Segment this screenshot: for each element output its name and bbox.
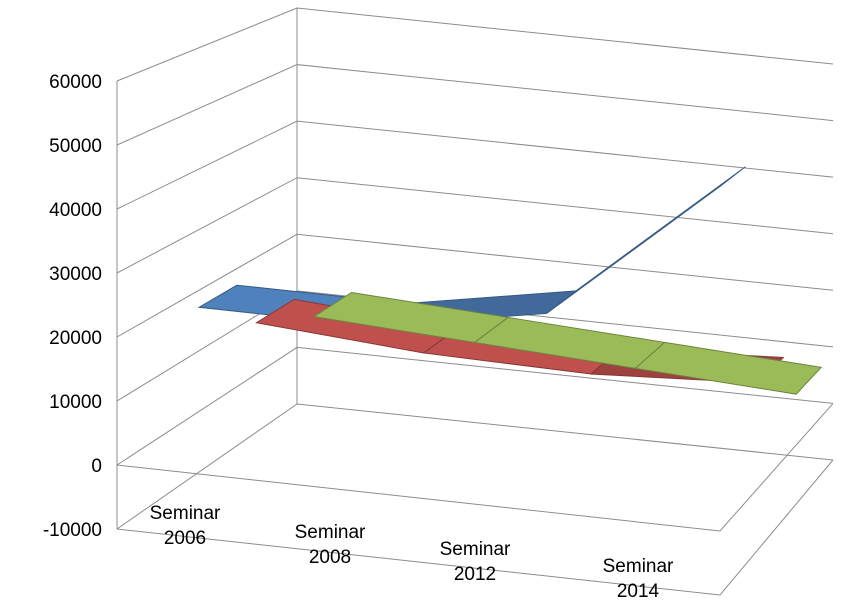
category-label-line: Seminar	[295, 522, 366, 543]
y-tick-label: 20000	[49, 328, 102, 349]
series-segment	[634, 341, 823, 395]
zero-plane-edge	[116, 403, 834, 532]
category-label-line: 2014	[617, 581, 660, 602]
series-ribbon	[197, 166, 746, 327]
y-tick-label: 50000	[49, 136, 102, 157]
gridline	[116, 7, 834, 82]
chart-walls	[116, 7, 834, 596]
category-label: Seminar 2014	[603, 556, 674, 602]
y-tick-label: 30000	[49, 264, 102, 285]
category-label-line: 2008	[309, 547, 351, 568]
y-axis-tick-labels: 60000 50000 40000 30000 20000 10000 0 -10000	[43, 72, 102, 541]
category-label-line: 2012	[454, 564, 496, 585]
gridline	[116, 177, 834, 274]
floor-edge	[116, 459, 834, 596]
series-ribbons	[197, 166, 823, 395]
series-ribbon	[312, 291, 823, 395]
x-axis-category-labels: Seminar 2006 Seminar 2008 Seminar 2012 Seminar…	[150, 503, 674, 602]
category-label-line: Seminar	[603, 556, 674, 577]
y-tick-label: 40000	[49, 200, 102, 221]
series-segment	[546, 166, 746, 314]
y-tick-label: 60000	[49, 72, 102, 93]
category-label: Seminar 2006	[150, 503, 221, 549]
y-tick-label: 10000	[49, 392, 102, 413]
category-label: Seminar 2012	[440, 539, 511, 585]
y-tick-label: 0	[91, 456, 102, 477]
category-label-line: Seminar	[150, 503, 221, 524]
category-label: Seminar 2008	[295, 522, 366, 568]
category-label-line: 2006	[164, 528, 206, 549]
gridline	[116, 64, 834, 146]
gridline	[116, 403, 834, 530]
y-tick-label: -10000	[43, 520, 102, 541]
category-label-line: Seminar	[440, 539, 511, 560]
